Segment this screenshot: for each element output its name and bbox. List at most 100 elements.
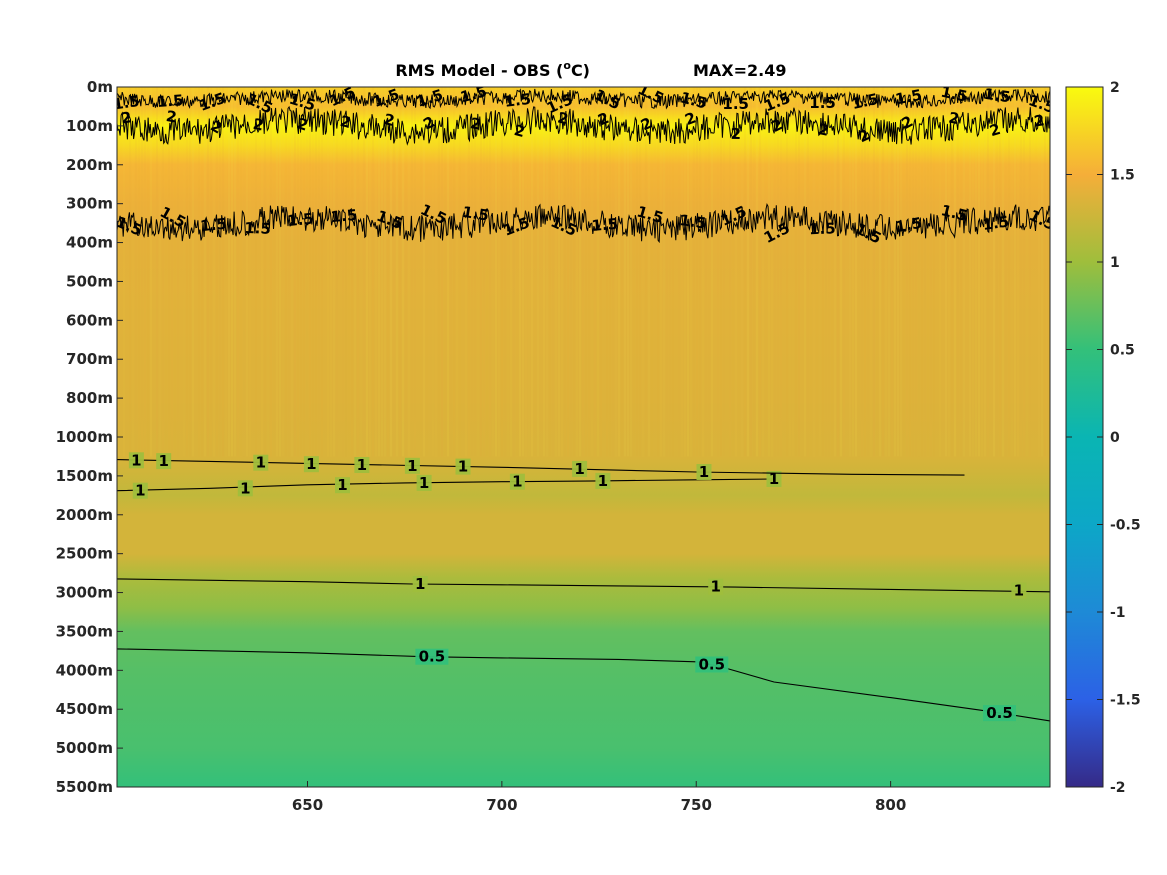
texture-stripe — [537, 87, 539, 457]
colorbar-tick-label: 2 — [1110, 80, 1120, 96]
texture-stripe — [138, 87, 140, 457]
texture-stripe — [417, 87, 419, 456]
contour-label: 1.5 — [939, 83, 969, 106]
contour-label: 1.5 — [461, 203, 490, 225]
contour-label: 2 — [730, 125, 741, 143]
texture-stripe — [642, 87, 644, 456]
texture-stripe — [978, 87, 980, 457]
contour-label: 0.5 — [986, 704, 1013, 722]
contour-label: 1 — [769, 470, 779, 488]
texture-stripe — [696, 87, 698, 457]
texture-stripe — [462, 87, 464, 456]
texture-stripe — [1020, 87, 1022, 457]
texture-stripe — [432, 87, 434, 456]
contour-line-2 — [117, 105, 1050, 146]
texture-stripe — [795, 87, 797, 457]
texture-stripe — [1014, 87, 1016, 457]
texture-stripe — [273, 87, 275, 456]
contour-label: 1 — [415, 575, 425, 593]
texture-stripe — [294, 87, 296, 457]
texture-stripe — [1005, 87, 1007, 456]
texture-stripe — [714, 87, 716, 456]
texture-stripe — [1008, 87, 1010, 457]
texture-stripe — [357, 87, 359, 457]
texture-stripe — [849, 87, 851, 457]
texture-stripe — [900, 87, 902, 457]
y-tick-label: 600m — [66, 311, 113, 329]
texture-stripe — [204, 87, 206, 457]
contour-label: 1.5 — [503, 90, 532, 111]
texture-stripe — [354, 87, 356, 457]
contour-label: 1.5 — [678, 211, 707, 233]
texture-stripe — [702, 87, 704, 457]
contour-label-bg — [415, 648, 449, 665]
texture-stripe — [693, 87, 695, 457]
texture-stripe — [591, 87, 593, 456]
texture-stripe — [498, 87, 500, 457]
texture-stripe — [237, 87, 239, 457]
texture-stripe — [228, 87, 230, 457]
texture-stripe — [351, 87, 353, 457]
texture-stripe — [888, 87, 890, 457]
texture-stripe — [879, 87, 881, 457]
contour-label-bg — [983, 705, 1016, 722]
texture-stripe — [1017, 87, 1019, 457]
texture-stripe — [123, 87, 125, 457]
texture-stripe — [942, 87, 944, 456]
texture-stripe — [807, 87, 809, 457]
texture-stripe — [621, 87, 623, 456]
texture-stripe — [552, 87, 554, 456]
texture-stripe — [366, 87, 368, 457]
texture-stripe — [729, 87, 731, 457]
contour-label: 0.5 — [419, 648, 446, 666]
texture-stripe — [936, 87, 938, 456]
contour-label: 2 — [1033, 111, 1046, 130]
texture-stripe — [597, 87, 599, 457]
texture-stripe — [909, 87, 911, 457]
texture-stripe — [615, 87, 617, 457]
texture-stripe — [300, 87, 302, 456]
texture-stripe — [159, 87, 161, 457]
texture-stripe — [435, 87, 437, 456]
texture-stripe — [966, 87, 968, 456]
texture-stripe — [762, 87, 764, 457]
y-tick-label: 2000m — [56, 506, 113, 524]
contour-label: 1.5 — [809, 219, 836, 238]
y-tick-label: 4500m — [56, 700, 113, 718]
texture-stripe — [975, 87, 977, 457]
texture-stripe — [906, 87, 908, 457]
texture-stripe — [141, 87, 143, 457]
texture-stripe — [162, 87, 164, 457]
texture-stripe — [1044, 87, 1046, 457]
texture-stripe — [774, 87, 776, 456]
texture-stripe — [789, 87, 791, 456]
texture-stripe — [612, 87, 614, 456]
texture-stripe — [684, 87, 686, 457]
texture-stripe — [933, 87, 935, 456]
contour-line-1 — [117, 478, 775, 492]
contour-label: 2 — [512, 121, 526, 141]
texture-stripe — [666, 87, 668, 456]
texture-stripe — [180, 87, 182, 456]
contour-label-bg — [455, 458, 471, 475]
y-tick-label: 400m — [66, 234, 113, 252]
y-tick-label: 800m — [66, 389, 113, 407]
colorbar-tick-label: 1.5 — [1110, 168, 1135, 184]
texture-stripe — [816, 87, 818, 456]
texture-stripe — [297, 87, 299, 457]
contour-label: 1 — [710, 578, 720, 596]
texture-stripe — [474, 87, 476, 457]
texture-stripe — [609, 87, 611, 457]
texture-stripe — [369, 87, 371, 457]
texture-stripe — [960, 87, 962, 456]
texture-stripe — [777, 87, 779, 457]
texture-stripe — [174, 87, 176, 456]
contour-label: 1 — [131, 451, 141, 469]
texture-stripe — [276, 87, 278, 457]
texture-stripe — [519, 87, 521, 457]
texture-stripe — [486, 87, 488, 457]
texture-stripe — [948, 87, 950, 457]
texture-stripe — [915, 87, 917, 457]
texture-stripe — [639, 87, 641, 457]
contour-label: 2 — [817, 120, 831, 140]
